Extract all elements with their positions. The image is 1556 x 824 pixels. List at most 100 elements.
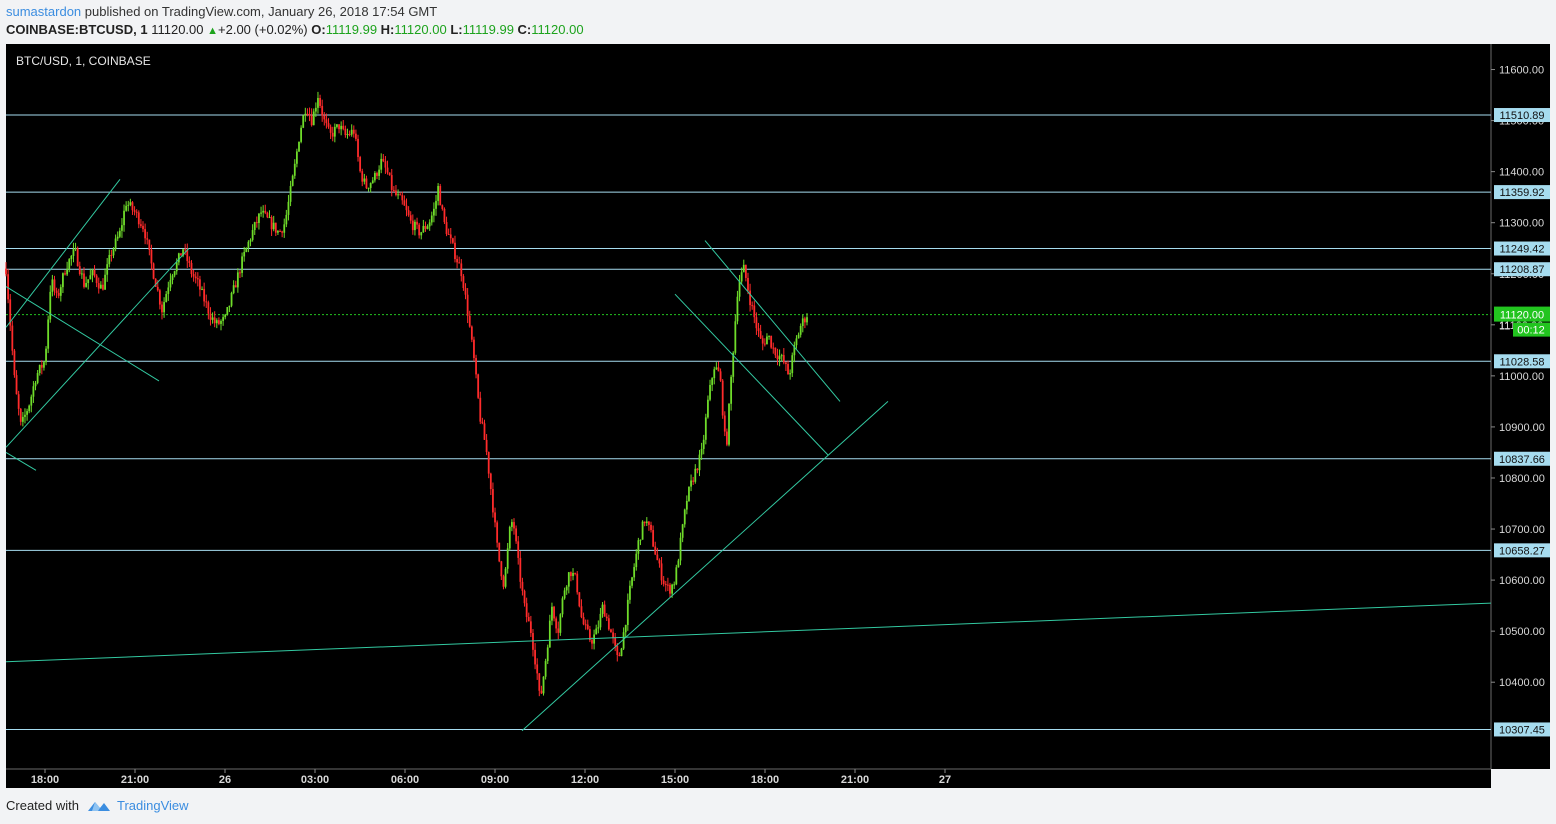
candle-body bbox=[59, 287, 62, 296]
candle-body bbox=[329, 126, 332, 133]
candle-body bbox=[593, 634, 596, 644]
candle-body bbox=[542, 676, 545, 694]
plot-area[interactable] bbox=[6, 44, 1491, 769]
candle-body bbox=[574, 572, 577, 574]
candle-body bbox=[677, 560, 680, 568]
candle-body bbox=[144, 229, 147, 239]
candle-body bbox=[45, 348, 47, 363]
candle-body bbox=[614, 637, 617, 646]
y-tick-label: 10800.00 bbox=[1499, 473, 1545, 485]
candle-body bbox=[666, 584, 669, 586]
candle-body bbox=[631, 577, 633, 586]
trend-line[interactable] bbox=[704, 240, 841, 402]
price-chart[interactable]: 11600.0011500.0011400.0011300.0011200.00… bbox=[0, 0, 1556, 790]
candle-body bbox=[194, 276, 197, 279]
current-price-tag bbox=[1494, 306, 1550, 322]
level-price-tag bbox=[1494, 262, 1550, 277]
open-label: O: bbox=[311, 22, 326, 37]
candle-body bbox=[470, 326, 473, 340]
candle-body bbox=[87, 279, 90, 283]
candle-body bbox=[759, 331, 762, 339]
candle-body bbox=[220, 320, 222, 324]
candle-body bbox=[363, 178, 366, 182]
candle-body bbox=[496, 522, 499, 543]
candle-body bbox=[483, 423, 486, 440]
trend-line[interactable] bbox=[5, 178, 121, 328]
candle-body bbox=[633, 567, 636, 578]
candle-body bbox=[652, 530, 655, 547]
y-tick-label: 11600.00 bbox=[1499, 65, 1544, 77]
candle-body bbox=[578, 592, 581, 607]
candle-body bbox=[753, 305, 756, 318]
candle-body bbox=[553, 606, 555, 619]
candle-body bbox=[390, 175, 393, 190]
candle-body bbox=[555, 618, 558, 629]
candle-body bbox=[156, 286, 159, 291]
x-tick-label: 15:00 bbox=[661, 774, 689, 786]
candle-body bbox=[420, 232, 423, 236]
candle-body bbox=[713, 369, 716, 379]
trend-line[interactable] bbox=[521, 401, 889, 732]
candle-body bbox=[264, 210, 267, 213]
trend-line[interactable] bbox=[674, 293, 829, 456]
candle-body bbox=[319, 98, 321, 106]
candle-body bbox=[325, 119, 328, 124]
candle-body bbox=[584, 624, 587, 626]
candle-body bbox=[78, 266, 81, 274]
candle-body bbox=[597, 627, 600, 629]
candle-body bbox=[13, 350, 16, 376]
candle-body bbox=[72, 249, 75, 256]
candle-body bbox=[239, 272, 241, 274]
level-price-label: 10837.66 bbox=[1499, 454, 1545, 466]
candle-body bbox=[236, 272, 239, 288]
candle-body bbox=[734, 321, 737, 353]
candle-body bbox=[772, 347, 775, 349]
candle-body bbox=[424, 225, 427, 229]
candle-body bbox=[803, 318, 806, 323]
time-axis[interactable] bbox=[6, 769, 1491, 788]
candle-body bbox=[64, 273, 66, 275]
candle-body bbox=[787, 364, 789, 375]
candle-body bbox=[791, 355, 794, 374]
candle-body bbox=[662, 580, 665, 584]
candle-body bbox=[660, 563, 663, 581]
candle-body bbox=[688, 486, 690, 501]
candle-body bbox=[728, 403, 730, 445]
candle-body bbox=[207, 302, 210, 314]
candle-body bbox=[778, 356, 781, 360]
candle-body bbox=[460, 263, 463, 277]
candle-body bbox=[91, 269, 94, 276]
candle-body bbox=[588, 629, 591, 641]
y-tick-label: 10600.00 bbox=[1499, 575, 1545, 587]
candle-body bbox=[458, 262, 461, 264]
price-axis[interactable] bbox=[1491, 44, 1550, 769]
candle-body bbox=[477, 374, 480, 398]
candle-body bbox=[127, 204, 130, 206]
candle-body bbox=[253, 222, 256, 231]
trend-line[interactable] bbox=[5, 602, 1492, 663]
trend-line[interactable] bbox=[5, 247, 190, 448]
candle-body bbox=[441, 205, 444, 209]
candle-body bbox=[118, 230, 121, 237]
trend-line[interactable] bbox=[5, 452, 37, 471]
candle-body bbox=[380, 158, 383, 170]
candle-body bbox=[203, 288, 206, 302]
candle-body bbox=[47, 319, 50, 349]
candle-body bbox=[125, 205, 128, 211]
candle-body bbox=[527, 616, 530, 622]
tradingview-brand-link[interactable]: TradingView bbox=[116, 798, 189, 813]
author-link[interactable]: sumastardon bbox=[6, 4, 82, 19]
trend-line[interactable] bbox=[5, 286, 160, 382]
candle-body bbox=[15, 375, 18, 395]
candle-body bbox=[57, 292, 60, 296]
candle-body bbox=[268, 217, 271, 219]
candle-body bbox=[255, 222, 258, 224]
level-price-tag bbox=[1494, 185, 1550, 200]
candle-body bbox=[74, 248, 77, 250]
candle-body bbox=[302, 115, 305, 128]
candle-body bbox=[616, 645, 619, 656]
level-price-tag bbox=[1494, 543, 1550, 558]
candle-body bbox=[774, 347, 777, 356]
close-value: 11120.00 bbox=[531, 22, 584, 37]
candle-body bbox=[414, 221, 416, 231]
